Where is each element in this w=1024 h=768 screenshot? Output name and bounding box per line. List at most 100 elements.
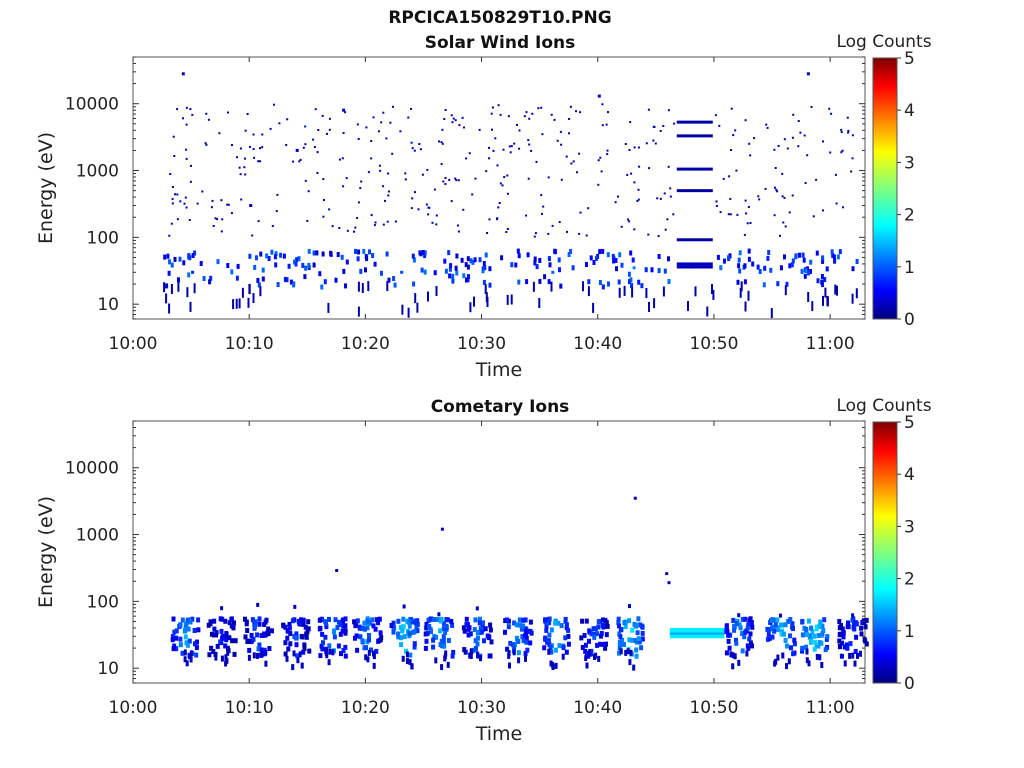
- data-pixel: [559, 130, 562, 133]
- data-pixel: [225, 645, 230, 651]
- data-pixel: [738, 625, 743, 631]
- data-pixel: [654, 142, 657, 145]
- data-pixel: [369, 647, 373, 653]
- data-pixel: [750, 643, 754, 649]
- data-pixel: [343, 616, 348, 622]
- data-pixel: [629, 250, 633, 256]
- data-pixel: [833, 258, 837, 264]
- data-pixel: [185, 123, 188, 126]
- data-pixel: [758, 269, 762, 274]
- data-pixel: [719, 265, 723, 271]
- data-pixel: [765, 626, 770, 632]
- data-pixel: [367, 633, 371, 638]
- data-pixel: [163, 282, 166, 293]
- data-pixel: [451, 278, 455, 284]
- data-pixel: [252, 652, 256, 659]
- data-pixel: [785, 663, 788, 670]
- colorbar-tick-label: 2: [904, 206, 915, 226]
- data-pixel: [811, 301, 814, 312]
- data-pixel: [327, 616, 331, 622]
- data-pixel: [394, 220, 397, 223]
- data-pixel: [236, 263, 240, 269]
- data-pixel: [497, 104, 500, 107]
- data-pixel: [723, 258, 726, 264]
- data-pixel: [252, 133, 255, 136]
- data-pixel: [563, 635, 568, 641]
- data-pixel: [622, 641, 626, 647]
- data-pixel: [607, 281, 610, 287]
- data-pixel: [500, 255, 504, 261]
- data-pixel: [232, 651, 237, 657]
- data-pixel: [724, 624, 729, 630]
- data-pixel: [224, 660, 228, 667]
- data-pixel: [183, 656, 187, 663]
- colorbar-ticks: 0 1 2 3 4 5: [897, 413, 915, 694]
- data-pixel: [235, 275, 239, 281]
- data-pixel: [727, 645, 732, 651]
- data-pixel: [622, 620, 627, 626]
- data-pixel: [583, 642, 588, 648]
- data-pixel: [746, 622, 751, 628]
- data-pixel: [218, 132, 221, 135]
- data-pixel: [535, 264, 539, 270]
- data-pixel: [231, 144, 233, 146]
- data-pixel: [464, 616, 469, 622]
- data-pixel: [628, 149, 631, 151]
- data-pixel: [748, 616, 753, 622]
- data-pixel: [737, 622, 742, 628]
- data-pixel: [632, 664, 636, 671]
- data-pixel: [834, 173, 837, 176]
- data-pixel: [523, 115, 526, 118]
- data-pixel: [484, 252, 488, 258]
- data-pixel: [620, 262, 624, 268]
- data-pixel: [354, 622, 358, 628]
- data-pixel: [561, 653, 565, 660]
- data-pixel: [343, 623, 348, 629]
- data-pixel: [189, 108, 192, 111]
- data-pixel: [524, 655, 527, 662]
- data-pixel: [831, 252, 835, 258]
- data-pixel: [567, 252, 571, 257]
- data-pixel: [637, 639, 642, 645]
- data-pixel: [392, 105, 394, 108]
- data-pixel: [449, 618, 454, 624]
- data-pixel: [440, 664, 444, 671]
- data-pixel: [206, 622, 211, 628]
- data-pixel: [549, 649, 554, 655]
- data-pixel: [532, 281, 535, 292]
- data-pixel: [322, 215, 325, 218]
- data-pixel: [338, 158, 341, 161]
- data-pixel: [209, 275, 213, 281]
- data-pixel: [807, 292, 810, 302]
- data-pixel: [785, 643, 789, 649]
- data-pixel: [454, 177, 457, 180]
- data-pixel: [212, 618, 217, 624]
- data-pixel: [372, 662, 376, 669]
- data-pixel: [342, 108, 346, 112]
- data-pixel: [328, 208, 331, 211]
- data-pixel: [270, 249, 274, 255]
- data-pixel: [706, 306, 709, 317]
- data-pixel: [331, 225, 334, 228]
- data-pixel: [411, 197, 414, 200]
- data-pixel: [580, 645, 585, 650]
- data-pixel: [553, 647, 558, 653]
- data-pixel: [595, 642, 600, 648]
- data-pixel: [342, 268, 346, 274]
- data-pixel: [185, 157, 188, 160]
- data-pixel: [807, 660, 811, 667]
- data-pixel: [824, 636, 829, 642]
- x-tick-label: 10:30: [457, 698, 506, 718]
- data-pixel: [820, 279, 824, 285]
- data-pixel: [533, 235, 536, 238]
- data-pixel: [636, 200, 639, 202]
- data-pixel: [438, 628, 443, 634]
- data-pixel: [168, 234, 171, 237]
- data-pixel: [734, 637, 738, 643]
- data-pixel: [435, 223, 438, 226]
- data-pixel: [595, 255, 598, 261]
- data-pixel: [286, 118, 289, 121]
- data-pixel: [285, 144, 288, 146]
- x-tick-label: 10:00: [109, 334, 158, 354]
